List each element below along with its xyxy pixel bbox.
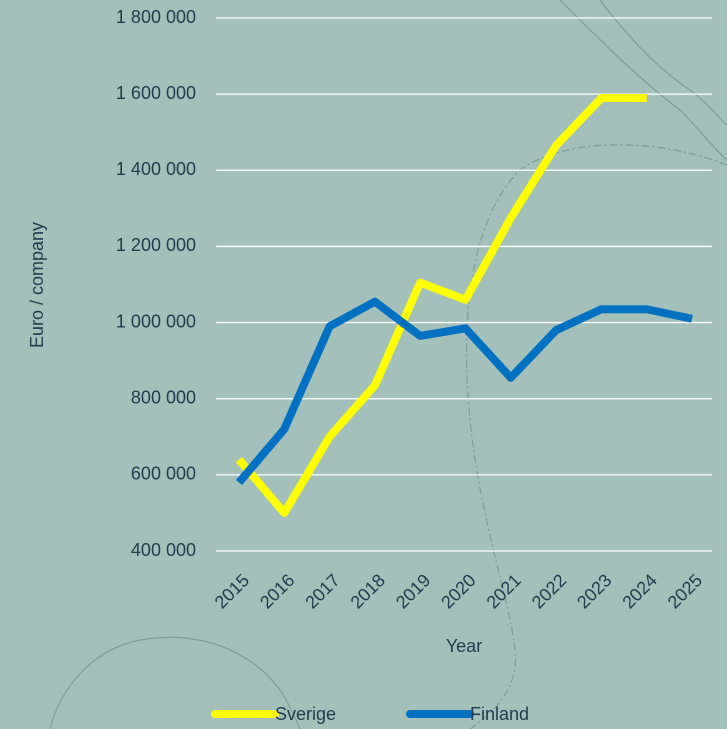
y-tick-label: 1 200 000 [116, 235, 196, 255]
y-tick-label: 600 000 [131, 464, 196, 484]
y-tick-label: 400 000 [131, 540, 196, 560]
y-tick-label: 1 800 000 [116, 7, 196, 27]
x-tick-label: 2016 [256, 570, 298, 612]
x-tick-label: 2019 [392, 570, 434, 612]
x-tick-label: 2023 [573, 570, 615, 612]
x-tick-label: 2022 [528, 570, 570, 612]
x-tick-label: 2025 [664, 570, 706, 612]
x-tick-label: 2021 [483, 570, 525, 612]
background-map [49, 0, 727, 729]
legend-label: Finland [470, 704, 529, 724]
y-tick-label: 1 400 000 [116, 159, 196, 179]
x-tick-label: 2020 [437, 570, 479, 612]
legend-label: Sverige [275, 704, 336, 724]
x-tick-label: 2024 [618, 570, 660, 612]
y-tick-label: 1 600 000 [116, 83, 196, 103]
series-line [235, 297, 693, 486]
series-line [235, 93, 647, 517]
y-tick-label: 800 000 [131, 387, 196, 407]
y-tick-label: 1 000 000 [116, 311, 196, 331]
x-tick-label: 2017 [301, 570, 343, 612]
y-axis-label: Euro / company [27, 222, 47, 348]
x-tick-label: 2015 [211, 570, 253, 612]
x-axis-label: Year [446, 636, 482, 656]
x-tick-label: 2018 [347, 570, 389, 612]
